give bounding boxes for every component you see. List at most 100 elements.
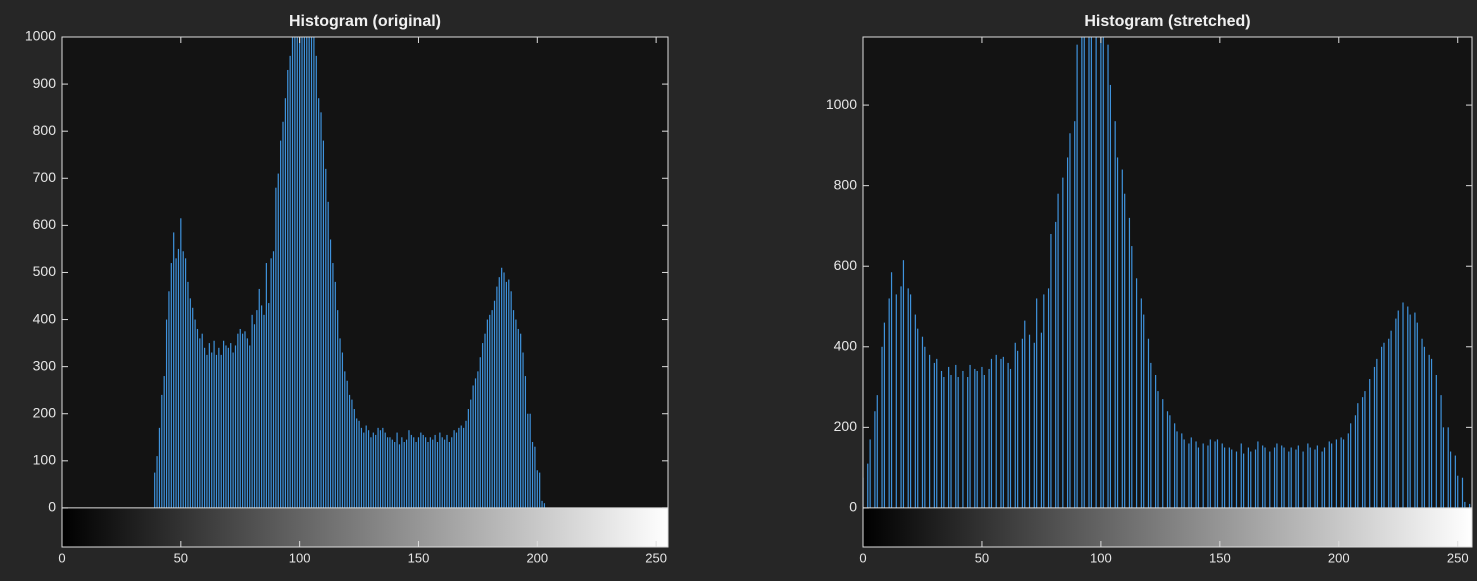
bar [1297,445,1299,508]
bar [1335,439,1338,508]
bar [394,441,396,508]
bar [1155,374,1157,508]
bar [1207,445,1209,508]
y-tick-label: 200 [834,418,858,434]
bar [955,364,957,508]
bar [522,352,524,508]
bar [1409,314,1411,508]
y-tick-label: 1000 [826,96,857,112]
bar [265,263,267,508]
bar [303,37,305,508]
bar [201,333,203,508]
bar [403,441,405,508]
bar [237,333,239,508]
y-tick-label: 600 [834,257,858,273]
colorbar [62,507,668,547]
bar [446,434,448,508]
bar [358,420,360,508]
bar [177,248,180,508]
bar [391,439,393,508]
x-tick-label: 150 [1209,550,1231,565]
bar [356,418,358,508]
bar [1000,358,1002,508]
bar [261,305,263,508]
bar [491,310,493,508]
bar [444,439,446,508]
bar [310,37,313,508]
bar [367,430,370,508]
bar [1017,350,1019,508]
bar [1131,246,1133,508]
bar [422,434,424,508]
chart-title: Histogram (original) [289,13,441,30]
y-tick-label: 0 [48,499,56,515]
bar [936,358,938,508]
bar [527,413,529,508]
bar [503,272,505,508]
x-tick-label: 250 [1447,550,1469,565]
x-tick-label: 0 [58,550,65,565]
bar [180,218,182,508]
bar [455,432,458,508]
bar [370,437,372,508]
bar [1254,449,1257,508]
bar [463,427,465,508]
bar [227,347,229,508]
bar [398,444,401,508]
bar [1442,427,1445,508]
bar [408,430,410,508]
bar [415,441,417,508]
bar [510,291,512,508]
x-tick-label: 0 [859,550,866,565]
bar [981,366,983,508]
bar [1469,503,1471,508]
bar [256,310,258,508]
bar [1028,334,1031,508]
bar [921,336,924,508]
bar [299,37,301,508]
bar [1102,37,1104,508]
bar [1428,354,1430,508]
bar [1369,379,1371,508]
bar [520,333,522,508]
bar [410,434,412,508]
bar [902,260,905,508]
bar [1128,217,1131,508]
bar [876,395,878,508]
bar [1302,451,1304,508]
y-tick-label: 300 [33,357,57,373]
bar [479,357,481,508]
bars [863,37,1471,508]
bar [957,377,959,508]
bar [472,385,474,508]
y-tick-label: 0 [849,499,857,515]
bar [1083,37,1085,508]
bar [1135,278,1138,508]
bar [888,298,890,508]
bar [969,364,971,508]
bar [1383,342,1385,508]
bar [213,340,215,508]
bar [1107,44,1109,508]
bar [1454,455,1456,508]
bar [1461,477,1464,508]
bar [384,432,386,508]
bar [436,441,439,508]
bar [940,370,943,508]
bar [983,374,985,508]
bar [353,409,355,508]
chart-title: Histogram (stretched) [1084,13,1250,30]
bar [976,370,978,508]
bar [282,121,284,508]
bar [154,472,156,508]
bar [467,409,469,508]
bar [1243,453,1245,508]
bar [881,346,883,508]
bar [291,37,294,508]
bar [543,503,546,508]
bar [1116,157,1119,508]
bar [182,251,184,508]
bar [268,303,270,508]
bar [339,338,341,508]
bar [1316,445,1318,508]
